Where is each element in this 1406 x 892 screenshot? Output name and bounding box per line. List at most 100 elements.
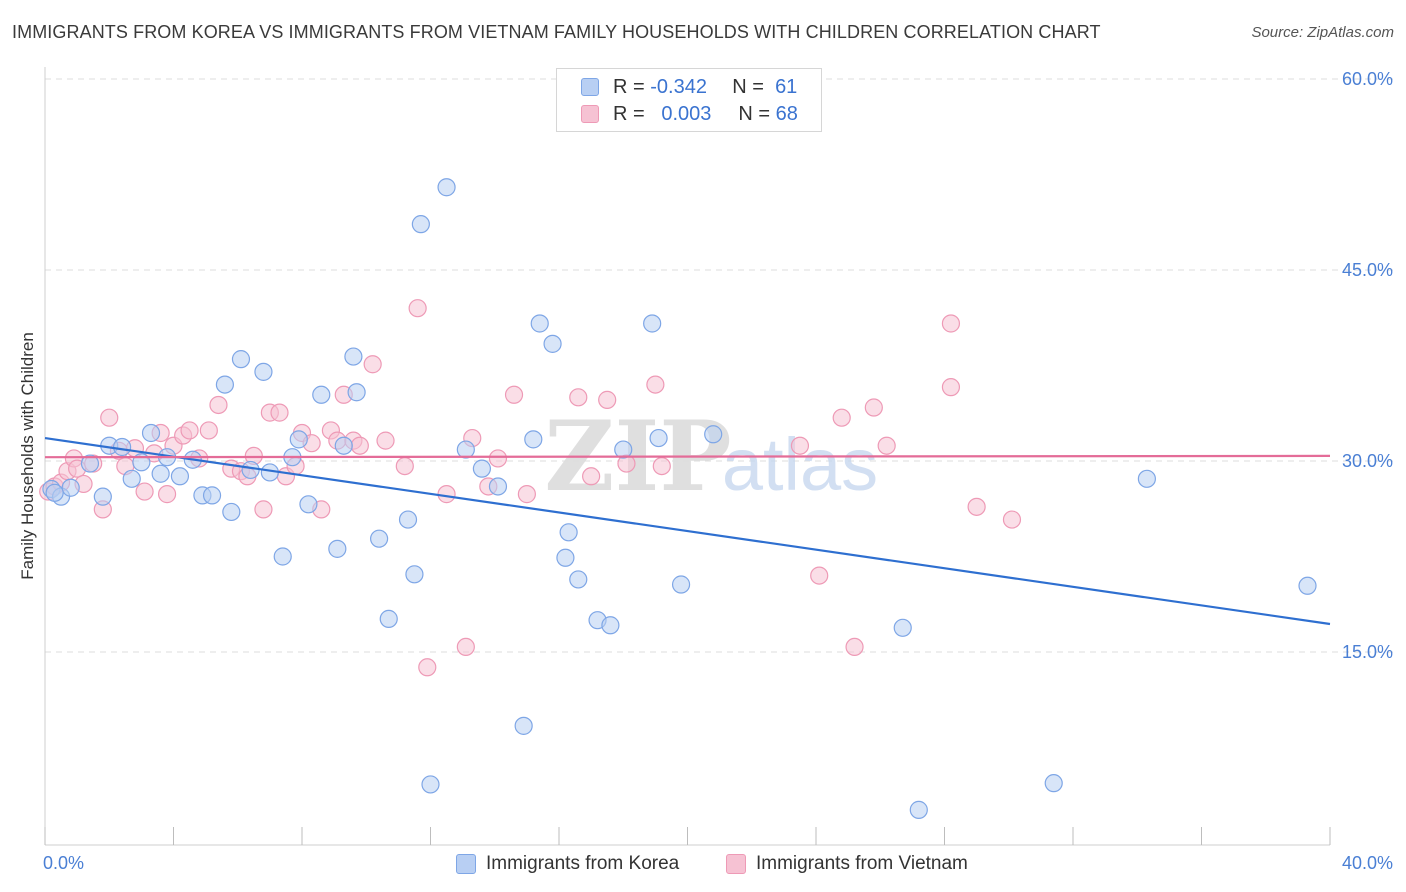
korea-point xyxy=(312,385,331,404)
vietnam-point xyxy=(437,485,456,504)
korea-point xyxy=(1137,469,1156,488)
korea-point xyxy=(151,464,170,483)
korea-swatch xyxy=(581,78,599,96)
korea-point xyxy=(569,570,588,589)
vietnam-point xyxy=(350,436,369,455)
x-tick-label: 40.0% xyxy=(1342,853,1393,873)
korea-point xyxy=(215,375,234,394)
vietnam-point xyxy=(180,421,199,440)
korea-point xyxy=(299,495,318,514)
vietnam-point xyxy=(652,456,671,476)
vietnam-point xyxy=(810,566,829,585)
korea-r-value: -0.342 xyxy=(650,75,707,98)
korea-point xyxy=(488,477,508,496)
korea-point xyxy=(411,215,430,234)
vietnam-point xyxy=(209,395,228,415)
korea-points xyxy=(42,178,1317,819)
korea-point xyxy=(472,459,491,478)
vietnam-point xyxy=(598,390,617,409)
korea-point xyxy=(334,436,353,455)
vietnam-point xyxy=(408,299,427,318)
korea-point xyxy=(893,618,912,637)
korea-point xyxy=(122,469,141,488)
korea-point xyxy=(344,347,363,366)
vietnam-point xyxy=(418,658,437,677)
y-tick-labels: 15.0% 30.0% 45.0% 60.0% xyxy=(1342,69,1393,662)
bottom-vietnam-swatch xyxy=(726,854,746,874)
vietnam-point xyxy=(832,408,851,427)
korea-point xyxy=(909,800,928,819)
korea-point xyxy=(456,440,475,459)
korea-point xyxy=(379,609,398,628)
vietnam-point xyxy=(270,403,289,422)
korea-point xyxy=(241,460,260,480)
korea-point xyxy=(437,178,456,197)
legend-row-korea: R = -0.342 N = 61 xyxy=(581,74,797,100)
korea-point xyxy=(421,775,440,794)
vietnam-point xyxy=(517,485,536,504)
korea-point xyxy=(556,548,575,567)
vietnam-point xyxy=(395,456,414,476)
y-tick-label: 30.0% xyxy=(1342,451,1393,471)
korea-point xyxy=(524,430,543,449)
vietnam-point xyxy=(864,398,883,417)
vietnam-point xyxy=(877,436,896,455)
watermark-atlas: atlas xyxy=(722,423,878,506)
bottom-korea-label: Immigrants from Korea xyxy=(486,853,680,874)
korea-point xyxy=(1044,774,1063,793)
korea-point xyxy=(1298,576,1317,595)
vietnam-r-value: 0.003 xyxy=(661,102,712,125)
korea-point xyxy=(398,510,418,529)
korea-point xyxy=(614,440,633,459)
y-tick-label: 45.0% xyxy=(1342,260,1393,280)
korea-point xyxy=(530,314,549,333)
y-tick-label: 60.0% xyxy=(1342,69,1393,89)
vietnam-point xyxy=(646,375,665,394)
korea-trend-line xyxy=(44,436,1331,626)
korea-point xyxy=(289,430,308,449)
vietnam-point xyxy=(135,482,154,501)
vietnam-point xyxy=(456,637,475,657)
vietnam-point xyxy=(941,314,961,333)
korea-point xyxy=(222,502,241,522)
korea-point xyxy=(649,428,668,448)
y-tick-label: 15.0% xyxy=(1342,642,1393,662)
bottom-legend-vietnam: Immigrants from Vietnam xyxy=(726,851,968,877)
korea-point xyxy=(514,716,533,735)
vietnam-point xyxy=(157,485,177,504)
x-tick-label: 0.0% xyxy=(43,853,84,873)
korea-point xyxy=(231,350,251,369)
korea-point xyxy=(80,454,100,473)
gridlines xyxy=(45,78,1395,653)
korea-point xyxy=(170,467,190,486)
korea-point xyxy=(273,547,292,566)
trend-lines xyxy=(44,436,1331,626)
vietnam-point xyxy=(569,388,588,407)
vietnam-trend-line xyxy=(44,454,1331,459)
korea-point xyxy=(405,565,424,584)
axes xyxy=(44,67,1331,846)
vietnam-point xyxy=(363,355,382,374)
vietnam-n-label: N = xyxy=(738,102,771,125)
vietnam-n-value: 68 xyxy=(775,102,798,125)
korea-point xyxy=(93,487,112,506)
korea-point xyxy=(112,437,132,457)
korea-point xyxy=(543,334,562,353)
legend-row-vietnam: R = 0.003 N = 68 xyxy=(581,101,798,127)
korea-point xyxy=(601,616,620,635)
korea-point xyxy=(559,523,578,542)
vietnam-point xyxy=(199,421,218,440)
bottom-legend-korea: Immigrants from Korea xyxy=(456,851,679,877)
korea-n-value: 61 xyxy=(775,75,798,98)
vietnam-points xyxy=(39,299,1022,677)
x-tick-labels: 0.0% 40.0% xyxy=(43,853,1393,873)
source-label: Source: ZipAtlas.com xyxy=(1251,24,1394,41)
vietnam-point xyxy=(254,500,273,519)
vietnam-swatch xyxy=(581,105,599,123)
korea-point xyxy=(254,362,273,381)
korea-point xyxy=(45,483,64,502)
korea-point xyxy=(141,423,161,443)
bottom-vietnam-label: Immigrants from Vietnam xyxy=(756,853,968,874)
korea-n-label: N = xyxy=(732,75,764,98)
